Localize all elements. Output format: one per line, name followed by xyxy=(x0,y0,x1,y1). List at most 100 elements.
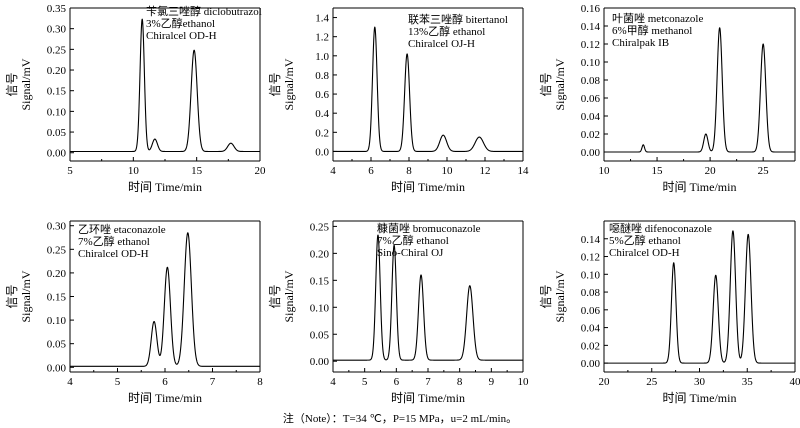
panel-annotation-line: 噁醚唑 difenoconazole xyxy=(609,221,712,235)
panel-difenoconazole: 20 25 30 35 40 0.00 0.02 0.04 0.06 0.08 0.10 0.12 0.… xyxy=(539,220,800,405)
y-tick-label: 0.08 xyxy=(581,75,601,87)
y-tick-label: 1.4 xyxy=(315,13,329,25)
x-tick-label: 25 xyxy=(646,376,658,388)
panel-annotation-line: Chiralcel OD-H xyxy=(146,30,217,42)
x-tick-label: 9 xyxy=(489,376,495,388)
y-axis-title-cn: 信号 xyxy=(268,284,282,308)
x-tick-label: 8 xyxy=(457,376,463,388)
panel-etaconazole: 4 5 6 7 8 0.00 0.05 0.10 0.15 0.20 0.25 0.30 时间 Time… xyxy=(5,220,263,405)
y-tick-label: 0.20 xyxy=(47,65,67,77)
y-tick-label: 0.14 xyxy=(581,21,601,33)
y-tick-label: 0.00 xyxy=(47,148,67,160)
panel-annotation-line: Sino-Chiral OJ xyxy=(377,247,444,259)
x-tick-label: 15 xyxy=(191,165,203,177)
y-tick-label: 0.8 xyxy=(315,70,329,82)
y-tick-label: 0.15 xyxy=(47,292,67,304)
panel-annotation-line: Chiralcel OD-H xyxy=(78,248,149,260)
x-tick-label: 10 xyxy=(128,165,140,177)
y-tick-label: 0.06 xyxy=(581,305,601,317)
y-tick-label: 0.2 xyxy=(315,127,329,139)
x-tick-label: 7 xyxy=(210,376,216,388)
panel-annotation-line: 13%乙醇 ethanol xyxy=(408,24,485,38)
x-tick-label: 5 xyxy=(115,376,121,388)
y-tick-label: 0.6 xyxy=(315,89,329,101)
x-tick-label: 10 xyxy=(442,165,454,177)
y-tick-label: 0.12 xyxy=(581,252,600,264)
panel-annotation-line: 3%乙醇ethanol xyxy=(146,16,215,30)
x-tick-label: 8 xyxy=(406,165,412,177)
x-tick-label: 7 xyxy=(425,376,431,388)
y-tick-label: 0.00 xyxy=(310,356,330,368)
y-tick-label: 0.02 xyxy=(581,129,600,141)
y-tick-label: 0.14 xyxy=(581,234,601,246)
x-tick-label: 20 xyxy=(599,376,611,388)
panel-annotation-line: Chiralpak IB xyxy=(612,37,669,49)
y-axis-title-cn: 信号 xyxy=(268,72,282,96)
x-tick-label: 10 xyxy=(518,376,530,388)
x-tick-label: 4 xyxy=(67,376,73,388)
chromatogram-trace xyxy=(603,27,796,153)
panel-bitertanol: 4 6 8 10 12 14 0.0 0.2 0.4 0.6 0.8 1.0 1.2 1.4 时间 Time… xyxy=(268,7,529,194)
y-tick-label: 0.05 xyxy=(310,329,330,341)
panel-annotation-line: 6%甲醇 methanol xyxy=(612,23,692,37)
y-axis-title-en: Signal/mV xyxy=(553,58,567,110)
panel-annotation-line: Chiralcel OD-H xyxy=(609,247,680,259)
panel-annotation-line: Chiralcel OJ-H xyxy=(408,38,475,50)
y-tick-label: 0.10 xyxy=(581,269,601,281)
y-tick-label: 0.35 xyxy=(47,3,67,15)
y-tick-label: 0.20 xyxy=(47,268,67,280)
x-tick-label: 35 xyxy=(742,376,754,388)
panel-annotation-line: 糠菌唑 bromuconazole xyxy=(377,221,481,235)
y-tick-label: 0.25 xyxy=(47,244,67,256)
chromatogram-trace xyxy=(69,232,261,367)
y-tick-label: 1.2 xyxy=(315,32,329,44)
panel-diclobutrazol: 5 10 15 20 0.00 0.05 0.10 0.15 0.20 0.25 0.30 0.35 时… xyxy=(5,3,266,194)
y-axis-title-cn: 信号 xyxy=(5,284,19,308)
y-tick-label: 0.02 xyxy=(581,340,600,352)
chromatogram-trace xyxy=(332,26,524,152)
x-tick-label: 15 xyxy=(652,165,664,177)
y-axis-title-en: Signal/mV xyxy=(282,58,296,110)
y-tick-label: 0.06 xyxy=(581,93,601,105)
x-tick-label: 5 xyxy=(67,165,73,177)
y-tick-label: 0.04 xyxy=(581,111,601,123)
y-tick-label: 0.16 xyxy=(581,3,601,15)
x-tick-label: 6 xyxy=(162,376,168,388)
y-tick-label: 0.20 xyxy=(310,248,330,260)
x-axis-title: 时间 Time/min xyxy=(128,180,202,194)
x-axis-title: 时间 Time/min xyxy=(391,391,465,405)
x-tick-label: 10 xyxy=(599,165,611,177)
x-tick-label: 5 xyxy=(362,376,368,388)
x-axis-title: 时间 Time/min xyxy=(663,391,737,405)
y-tick-label: 0.00 xyxy=(581,147,601,159)
y-tick-label: 0.04 xyxy=(581,323,601,335)
y-tick-label: 0.4 xyxy=(315,108,329,120)
panel-annotation-line: 联苯三唑醇 bitertanol xyxy=(408,12,508,26)
panel-annotation-line: 叶菌唑 metconazole xyxy=(612,12,703,25)
y-tick-label: 0.10 xyxy=(310,302,330,314)
y-axis-title-en: Signal/mV xyxy=(19,270,33,322)
chromatogram-trace xyxy=(332,234,524,361)
y-tick-label: 0.0 xyxy=(315,146,329,158)
x-tick-label: 4 xyxy=(330,165,336,177)
x-axis-title: 时间 Time/min xyxy=(663,180,737,194)
y-tick-label: 0.25 xyxy=(47,44,67,56)
y-axis-title-cn: 信号 xyxy=(539,284,553,308)
x-tick-label: 20 xyxy=(705,165,717,177)
y-tick-label: 0.05 xyxy=(47,339,67,351)
x-tick-label: 30 xyxy=(694,376,706,388)
y-tick-label: 0.05 xyxy=(47,127,67,139)
chromatogram-trace xyxy=(69,18,261,153)
x-axis-title: 时间 Time/min xyxy=(128,391,202,405)
y-tick-label: 0.00 xyxy=(581,358,601,370)
x-tick-label: 6 xyxy=(368,165,374,177)
x-axis-title: 时间 Time/min xyxy=(391,180,465,194)
x-tick-label: 20 xyxy=(255,165,267,177)
y-tick-label: 0.12 xyxy=(581,39,600,51)
panel-annotation-line: 乙环唑 etaconazole xyxy=(78,223,166,236)
footnote: 注（Note）：T=34 ℃，P=15 MPa，u=2 mL/min。 xyxy=(282,413,518,425)
panel-annotation-line: 7%乙醇 ethanol xyxy=(78,234,150,248)
y-tick-label: 0.10 xyxy=(47,315,67,327)
x-tick-label: 6 xyxy=(394,376,400,388)
